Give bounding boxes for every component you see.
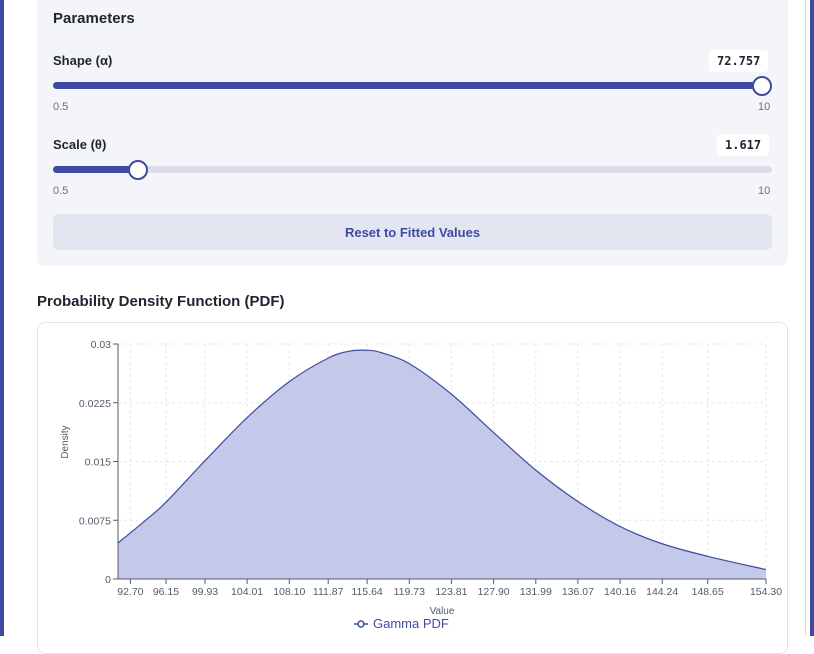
pdf-chart: 0 0.0075 0.015 0.0225 0.03 92.70 96.15 99.93 10… bbox=[60, 339, 782, 631]
window-frame-left bbox=[0, 0, 4, 636]
x-tick-label: 115.64 bbox=[351, 586, 382, 598]
x-tick-label: 92.70 bbox=[117, 586, 143, 598]
y-tick-label: 0.015 bbox=[85, 457, 111, 469]
x-tick-label: 144.24 bbox=[646, 586, 678, 598]
x-tick-label: 123.81 bbox=[435, 586, 467, 598]
chart-legend[interactable]: Gamma PDF bbox=[354, 616, 449, 631]
y-tick-label: 0.0075 bbox=[79, 515, 111, 527]
window-divider bbox=[805, 0, 806, 636]
x-tick-label: 131.99 bbox=[520, 586, 552, 598]
pdf-area-fill bbox=[118, 350, 766, 579]
shape-slider[interactable] bbox=[53, 75, 772, 96]
x-tick-label: 140.16 bbox=[604, 586, 636, 598]
shape-max-label: 10 bbox=[758, 101, 771, 113]
pdf-section-title: Probability Density Function (PDF) bbox=[37, 293, 285, 310]
scale-max-label: 10 bbox=[758, 185, 771, 197]
scale-label: Scale (θ) bbox=[53, 137, 107, 152]
y-tick-label: 0.03 bbox=[91, 339, 112, 351]
reset-to-fitted-button[interactable]: Reset to Fitted Values bbox=[53, 214, 772, 250]
scale-slider-thumb[interactable] bbox=[127, 159, 148, 180]
x-tick-label: 148.65 bbox=[692, 586, 724, 598]
shape-slider-thumb[interactable] bbox=[752, 75, 772, 96]
y-tick-label: 0.0225 bbox=[79, 398, 111, 410]
scale-slider-fill bbox=[53, 166, 138, 173]
x-tick-label: 136.07 bbox=[562, 586, 594, 598]
legend-marker-icon bbox=[357, 620, 365, 628]
x-tick-label: 119.73 bbox=[394, 586, 425, 598]
scale-slider[interactable] bbox=[53, 159, 772, 180]
shape-label: Shape (α) bbox=[53, 53, 113, 68]
scale-value-display: 1.617 bbox=[717, 134, 770, 156]
x-tick-label: 99.93 bbox=[192, 586, 218, 598]
x-tick-label: 96.15 bbox=[153, 586, 179, 598]
y-tick-label: 0 bbox=[105, 574, 111, 586]
x-tick-label: 104.01 bbox=[231, 586, 263, 598]
x-tick-label: 108.10 bbox=[273, 586, 305, 598]
window-frame-right bbox=[810, 0, 814, 636]
x-tick-label: 127.90 bbox=[478, 586, 510, 598]
x-tick-label: 111.87 bbox=[313, 586, 344, 598]
y-axis-label: Density bbox=[60, 425, 71, 458]
scale-min-label: 0.5 bbox=[53, 185, 69, 197]
pdf-curve-line bbox=[117, 349, 767, 571]
shape-value-display: 72.757 bbox=[709, 50, 769, 72]
x-axis-label: Value bbox=[430, 606, 455, 617]
shape-slider-fill bbox=[53, 82, 762, 89]
parameters-title: Parameters bbox=[53, 10, 135, 27]
x-axis-ticks: 92.70 96.15 99.93 104.01 108.10 111.87 115.64 1… bbox=[117, 579, 782, 598]
y-axis-ticks: 0 0.0075 0.015 0.0225 0.03 bbox=[79, 339, 118, 586]
shape-min-label: 0.5 bbox=[53, 101, 69, 113]
legend-label: Gamma PDF bbox=[373, 616, 449, 631]
x-tick-label: 154.30 bbox=[750, 586, 782, 598]
